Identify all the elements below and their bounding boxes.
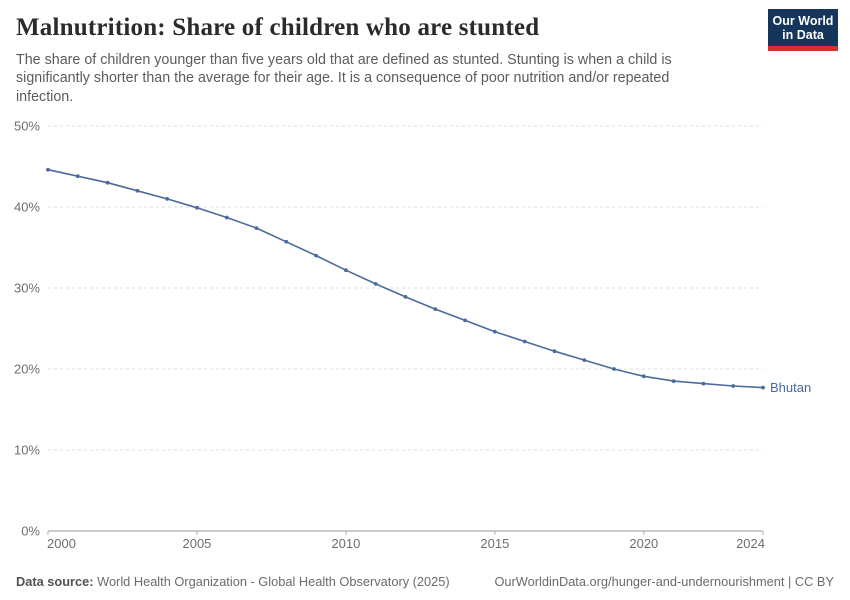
chart-svg[interactable]: 0% 10% 20% 30% 40% 50% 2000 2005 2010 2015 2020 202… bbox=[0, 110, 850, 565]
data-point bbox=[612, 367, 616, 371]
data-point bbox=[671, 379, 676, 383]
y-axis-tick-label: 40% bbox=[14, 200, 40, 215]
chart-subtitle: The share of children younger than five … bbox=[16, 52, 672, 105]
data-point bbox=[582, 358, 587, 362]
data-point bbox=[493, 329, 497, 334]
y-axis-tick-label: 10% bbox=[14, 443, 40, 458]
data-point bbox=[552, 349, 557, 354]
owid-logo-text-line2: in Data bbox=[782, 28, 824, 42]
chart-footer: Data source: World Health Organization -… bbox=[16, 574, 834, 589]
x-axis-tick-label: 2000 bbox=[47, 536, 76, 551]
data-point bbox=[344, 268, 348, 273]
series-entity-label[interactable]: Bhutan bbox=[770, 380, 811, 395]
x-axis-tick-label: 2005 bbox=[182, 536, 211, 551]
data-point bbox=[314, 253, 318, 258]
x-axis-tick-label: 2015 bbox=[480, 536, 509, 551]
data-point bbox=[195, 205, 199, 210]
data-source-label: Data source: bbox=[16, 574, 94, 589]
line-series[interactable] bbox=[47, 168, 764, 389]
data-point bbox=[224, 215, 229, 220]
y-axis-tick-label: 30% bbox=[14, 281, 40, 296]
owid-url-link[interactable]: OurWorldinData.org/hunger-and-undernouri… bbox=[494, 574, 834, 589]
data-point bbox=[165, 197, 170, 201]
y-axis-tick-label: 20% bbox=[14, 362, 40, 377]
owid-logo[interactable]: Our World in Data bbox=[768, 9, 838, 51]
data-source-note: Data source: World Health Organization -… bbox=[16, 574, 450, 589]
y-axis-tick-label: 0% bbox=[21, 524, 40, 539]
page-title: Malnutrition: Share of children who are … bbox=[16, 14, 540, 41]
data-point bbox=[701, 381, 706, 386]
data-point bbox=[463, 318, 467, 323]
x-axis-tick-label: 2020 bbox=[629, 536, 658, 551]
chart-area[interactable]: 0% 10% 20% 30% 40% 50% 2000 2005 2010 2015 2020 202… bbox=[0, 110, 850, 565]
y-axis-tick-label: 50% bbox=[14, 119, 40, 134]
data-point bbox=[75, 174, 80, 179]
data-point bbox=[403, 295, 408, 299]
data-source-text: World Health Organization - Global Healt… bbox=[97, 574, 450, 589]
data-point bbox=[373, 282, 378, 286]
x-axis-tick-label: 2024 bbox=[736, 536, 765, 551]
data-point bbox=[522, 339, 527, 344]
data-point bbox=[254, 226, 259, 230]
data-point bbox=[433, 307, 438, 311]
x-axis-tick-label: 2010 bbox=[331, 536, 360, 551]
data-point bbox=[105, 180, 110, 185]
owid-logo-text-line1: Our World bbox=[772, 14, 834, 28]
data-point bbox=[731, 384, 736, 388]
data-point bbox=[135, 188, 140, 193]
data-point bbox=[761, 385, 765, 390]
data-point bbox=[284, 239, 289, 244]
data-point bbox=[46, 167, 50, 172]
data-point bbox=[641, 374, 646, 379]
